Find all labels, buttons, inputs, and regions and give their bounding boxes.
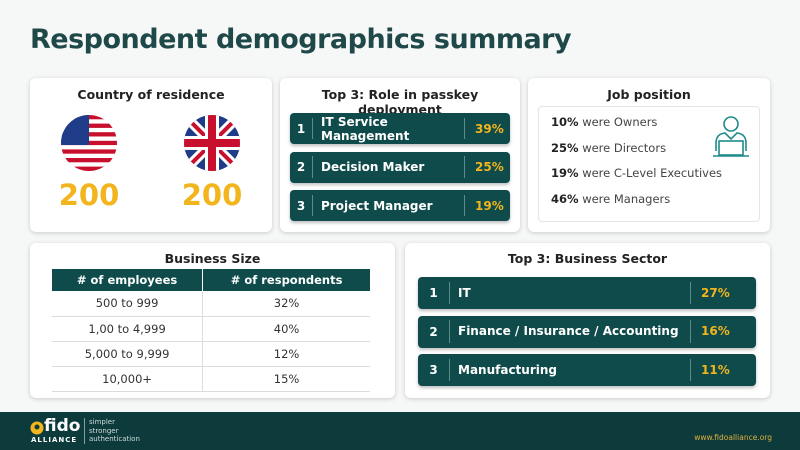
column-header: # of employees xyxy=(52,269,204,291)
job-text: were C-Level Executives xyxy=(582,166,723,180)
job-item: 46% were Managers xyxy=(551,192,670,206)
table-cell: 12% xyxy=(202,341,370,367)
table-body: 500 to 999 32% 1,00 to 4,999 40% 5,000 to 9,… xyxy=(52,291,370,392)
us-flag xyxy=(61,115,117,171)
label: IT Service Management xyxy=(312,115,464,143)
job-text: were Directors xyxy=(582,140,667,155)
table-row: 1,00 to 4,999 40% xyxy=(52,316,370,342)
percent: 11% xyxy=(690,358,756,382)
label: Decision Maker xyxy=(312,156,464,178)
table-cell: 1,00 to 4,999 xyxy=(52,316,204,342)
table-row: 500 to 999 32% xyxy=(52,291,370,317)
role-card: Top 3: Role in passkey deployment 1 IT Se… xyxy=(280,78,520,232)
table-cell: 32% xyxy=(202,291,370,317)
pill: 3 Manufacturing 11% xyxy=(418,354,756,386)
table-cell: 500 to 999 xyxy=(52,291,204,317)
pill: 1 IT Service Management 39% xyxy=(290,113,510,144)
pill: 3 Project Manager 19% xyxy=(290,190,510,221)
percent: 19% xyxy=(464,194,510,217)
job-item: 19% were C-Level Executives xyxy=(551,166,722,180)
footer: fido ALLIANCE simpler stronger authenticat… xyxy=(0,412,800,450)
job-box: 10% were Owners 25% were Directors 19% wer… xyxy=(538,106,760,222)
sector-card: Top 3: Business Sector 1 IT 27% 2 Finance / … xyxy=(405,243,770,398)
job-text: were Managers xyxy=(582,191,671,206)
tagline-line: stronger xyxy=(89,426,119,435)
rank: 1 xyxy=(296,121,306,136)
percent: 25% xyxy=(464,156,510,178)
table-row: 5,000 to 9,999 12% xyxy=(52,341,370,367)
tagline: simpler stronger authentication xyxy=(84,418,140,444)
rank: 2 xyxy=(429,324,438,339)
label: IT xyxy=(449,281,690,305)
job-item: 25% were Directors xyxy=(551,141,666,155)
table-cell: 5,000 to 9,999 xyxy=(52,341,204,367)
job-percent: 46% xyxy=(551,191,579,206)
tagline-line: simpler xyxy=(89,418,115,426)
rank: 2 xyxy=(296,160,306,174)
rank: 3 xyxy=(296,198,306,213)
label: Manufacturing xyxy=(449,358,690,382)
percent: 16% xyxy=(690,320,756,343)
logo-icon xyxy=(30,421,44,435)
percent: 39% xyxy=(464,117,510,140)
pill: 2 Decision Maker 25% xyxy=(290,151,510,183)
logo-sub: ALLIANCE xyxy=(31,436,78,444)
country-card: Country of residence 200 200 xyxy=(30,78,272,232)
size-table: # of employees # of respondents 500 to 999… xyxy=(52,269,370,392)
rank: 3 xyxy=(429,363,438,377)
pill: 2 Finance / Insurance / Accounting 16% xyxy=(418,315,756,348)
card-title: Top 3: Business Sector xyxy=(507,251,668,266)
job-percent: 25% xyxy=(551,140,579,155)
count: 200 xyxy=(58,178,120,212)
card-title: Country of residence xyxy=(77,87,225,102)
rank: 1 xyxy=(429,286,438,300)
job-percent: 19% xyxy=(551,166,579,180)
table-row: 10,000+ 15% xyxy=(52,366,370,392)
tagline-line: authentication xyxy=(89,435,140,443)
percent: 27% xyxy=(690,281,756,305)
url: www.fidoalliance.org xyxy=(694,433,772,442)
pill: 1 IT 27% xyxy=(418,277,756,309)
table-cell: 15% xyxy=(202,366,370,392)
column-header: # of respondents xyxy=(202,269,370,291)
label: Finance / Insurance / Accounting xyxy=(449,320,690,343)
person-icon xyxy=(713,116,749,157)
table-cell: 40% xyxy=(202,316,370,342)
card-title: Job position xyxy=(607,87,691,102)
card-title: Business Size xyxy=(164,251,261,266)
size-card: Business Size # of employees # of respond… xyxy=(30,243,395,398)
job-percent: 10% xyxy=(551,115,579,129)
job-item: 10% were Owners xyxy=(551,115,657,129)
job-card: Job position 10% were Owners 25% were Dir… xyxy=(528,78,770,232)
page-title: Respondent demographics summary xyxy=(30,24,572,55)
count: 200 xyxy=(181,178,243,212)
table-cell: 10,000+ xyxy=(52,366,204,392)
job-text: were Owners xyxy=(582,115,658,129)
logo: fido xyxy=(44,416,81,436)
header-row: # of employees # of respondents xyxy=(52,269,370,291)
uk-flag xyxy=(184,115,240,171)
label: Project Manager xyxy=(312,194,464,217)
